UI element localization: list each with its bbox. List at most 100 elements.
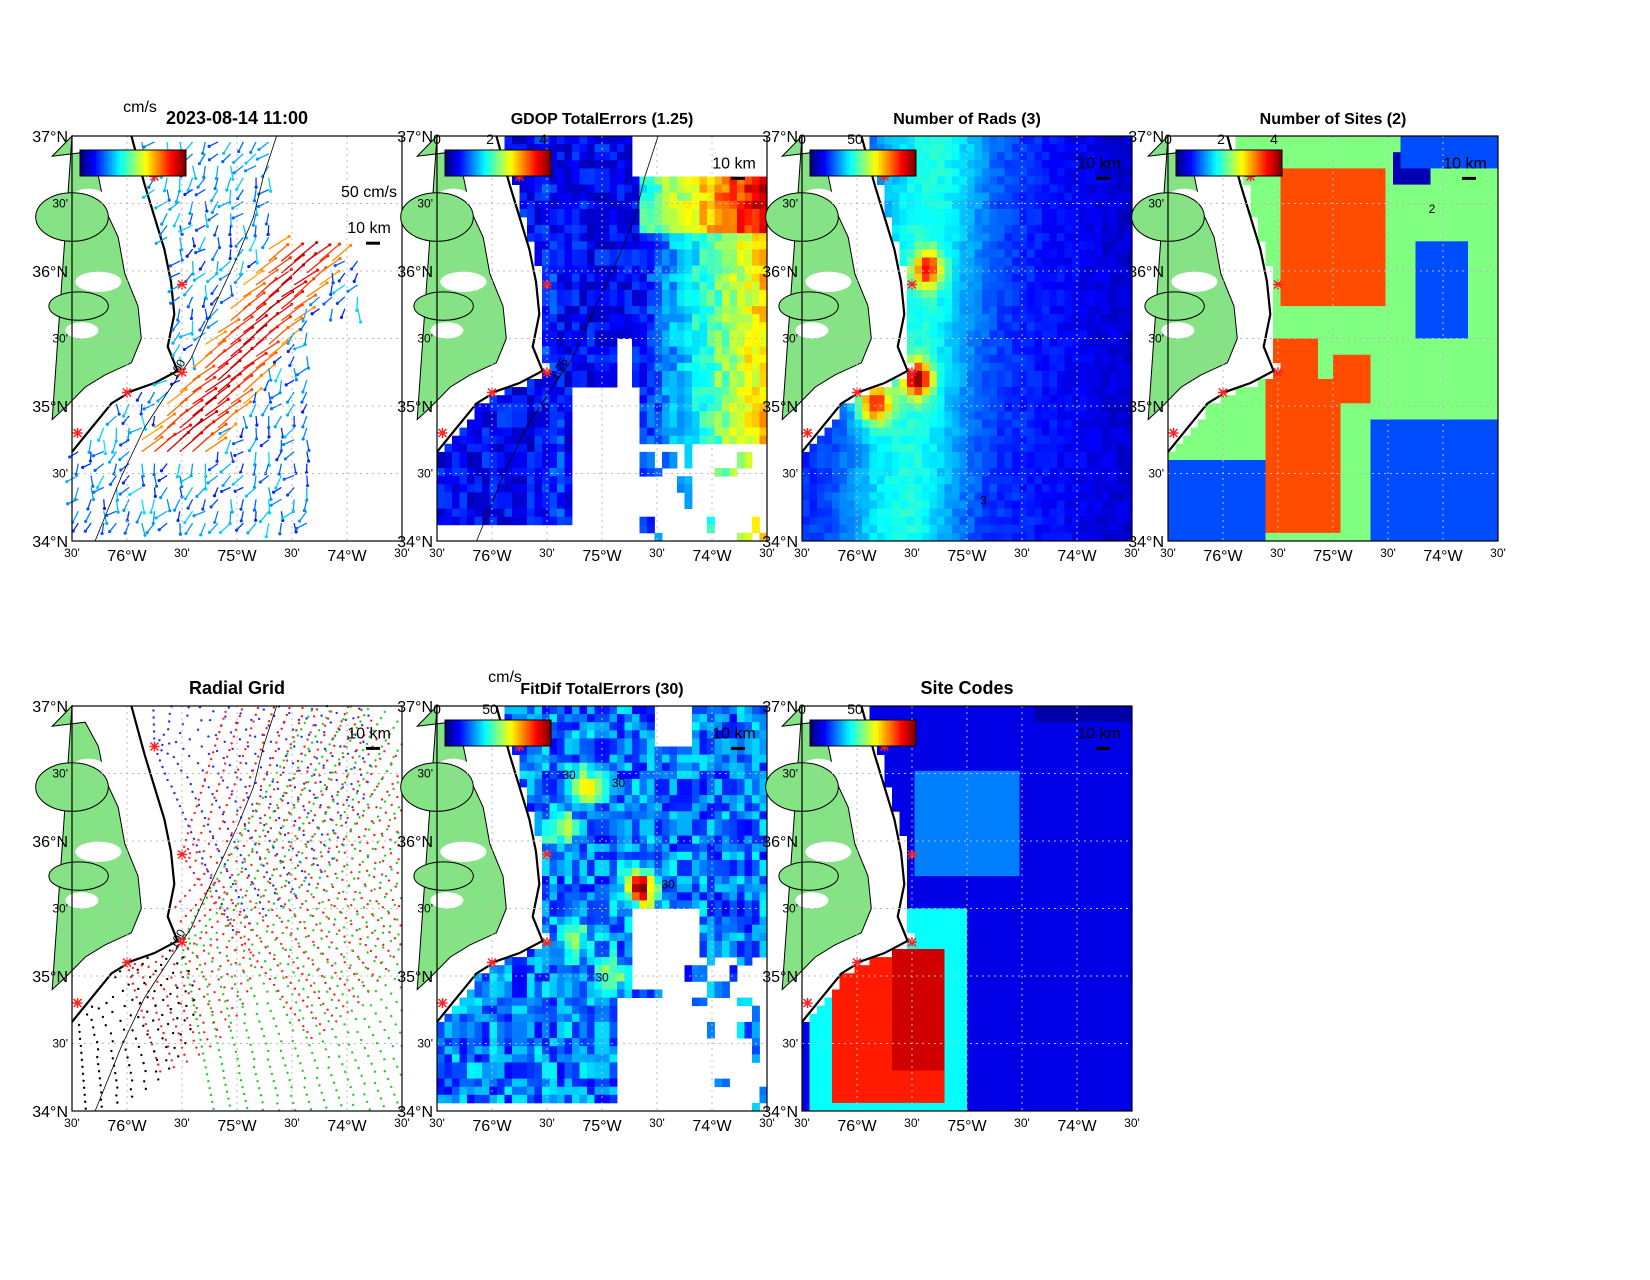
nrads-cell: [907, 411, 915, 420]
gdop-cell: [625, 136, 633, 145]
gdop-cell: [610, 379, 618, 388]
gdop-cell: [730, 217, 738, 226]
gdop-cell: [565, 436, 573, 445]
current-vector-head: [313, 306, 316, 309]
gdop-cell: [550, 476, 558, 485]
nrads-cell: [945, 339, 953, 348]
nrads-cell: [930, 517, 938, 526]
current-vector-head: [270, 396, 273, 399]
current-vector-head: [201, 508, 204, 511]
nsites-cell: [1303, 428, 1311, 437]
gdop-cell: [557, 314, 565, 323]
nrads-cell: [952, 379, 960, 388]
nrads-cell: [915, 387, 923, 396]
nrads-cell: [1087, 322, 1095, 331]
current-vector-head: [143, 534, 146, 537]
nsites-cell: [1311, 395, 1319, 404]
nrads-cell: [1065, 282, 1073, 291]
lat-tick-label: 36°N: [762, 264, 798, 281]
gdop-cell: [647, 274, 655, 283]
nrads-cell: [1012, 444, 1020, 453]
gdop-cell: [580, 266, 588, 275]
gdop-cell: [647, 468, 655, 477]
gdop-cell: [677, 193, 685, 202]
nrads-cell: [877, 468, 885, 477]
gdop-cell: [617, 322, 625, 331]
gdop-cell: [505, 411, 513, 420]
nsites-cell: [1341, 168, 1349, 177]
gdop-cell: [595, 160, 603, 169]
gdop-cell: [520, 476, 528, 485]
nrads-cell: [1057, 225, 1065, 234]
gdop-cell: [670, 177, 678, 186]
gdop-cell: [640, 274, 648, 283]
current-vector-head: [269, 498, 272, 501]
nsites-cell: [1183, 492, 1191, 501]
nsites-cell: [1236, 395, 1244, 404]
gdop-cell: [722, 233, 730, 242]
gdop-cell: [452, 468, 460, 477]
nrads-cell: [952, 436, 960, 445]
nsites-cell: [1311, 314, 1319, 323]
nsites-cell: [1296, 363, 1304, 372]
nsites-cell: [1303, 525, 1311, 534]
nrads-cell: [930, 282, 938, 291]
gdop-cell: [760, 339, 768, 348]
gdop-cell: [497, 436, 505, 445]
gdop-cell: [610, 339, 618, 348]
nrads-cell: [900, 217, 908, 226]
nrads-cell: [997, 403, 1005, 412]
nrads-cell: [847, 420, 855, 429]
nrads-cell: [862, 420, 870, 429]
current-vector: [185, 285, 193, 295]
gdop-cell: [670, 266, 678, 275]
nrads-cell: [1117, 347, 1125, 356]
nsites-cell: [1213, 517, 1221, 526]
nrads-cell: [1087, 217, 1095, 226]
nsites-cell: [1311, 492, 1319, 501]
nsites-cell: [1296, 282, 1304, 291]
nrads-cell: [907, 492, 915, 501]
nrads-cell: [1125, 476, 1133, 485]
gdop-cell: [745, 379, 753, 388]
gdop-cell: [707, 436, 715, 445]
nrads-cell: [930, 201, 938, 210]
nrads-cell: [982, 233, 990, 242]
gdop-cell: [692, 274, 700, 283]
nrads-cell: [1080, 484, 1088, 493]
nsites-cell: [1258, 136, 1266, 145]
gdop-cell: [737, 428, 745, 437]
gdop-cell: [602, 249, 610, 258]
nrads-cell: [1087, 484, 1095, 493]
nsites-cell: [1288, 525, 1296, 534]
nrads-cell: [1020, 492, 1028, 501]
nsites-cell: [1303, 476, 1311, 485]
gdop-cell: [745, 420, 753, 429]
gdop-cell: [745, 428, 753, 437]
nsites-cell: [1303, 152, 1311, 161]
nrads-cell: [1027, 217, 1035, 226]
gdop-cell: [617, 266, 625, 275]
current-vector: [246, 154, 256, 163]
nrads-cell: [967, 168, 975, 177]
nrads-cell: [1072, 525, 1080, 534]
gdop-cell: [520, 201, 528, 210]
nrads-cell: [1027, 428, 1035, 437]
nrads-cell: [892, 217, 900, 226]
nsites-cell: [1318, 501, 1326, 510]
gdop-cell: [715, 387, 723, 396]
nsites-cell: [1311, 533, 1319, 542]
nrads-cell: [870, 476, 878, 485]
gdop-cell: [647, 420, 655, 429]
gdop-cell: [490, 501, 498, 510]
nsites-cell: [1318, 395, 1326, 404]
gdop-cell: [467, 501, 475, 510]
gdop-cell: [760, 298, 768, 307]
gdop-cell: [700, 411, 708, 420]
nrads-cell: [885, 501, 893, 510]
gdop-cell: [692, 387, 700, 396]
nrads-cell: [967, 460, 975, 469]
nsites-cell: [1326, 185, 1334, 194]
nrads-cell: [1095, 533, 1103, 542]
nsites-cell: [1191, 444, 1199, 453]
